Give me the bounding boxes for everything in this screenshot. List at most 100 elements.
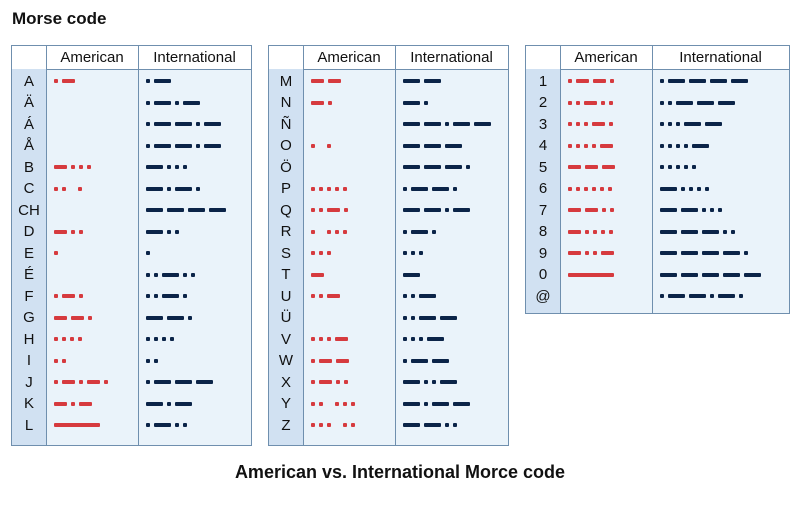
morse-dash [311, 79, 324, 84]
morse-dash [146, 315, 163, 320]
morse-row: D [12, 221, 251, 243]
american-code [560, 243, 652, 265]
morse-dot [183, 272, 187, 277]
morse-dot [311, 186, 315, 191]
morse-dash [175, 186, 192, 191]
morse-dash [204, 143, 221, 148]
morse-long-dash [568, 272, 614, 277]
morse-dash [668, 79, 685, 84]
morse-dot [608, 186, 612, 191]
row-character: 0 [538, 266, 548, 283]
international-code [138, 243, 251, 265]
morse-row: F [12, 286, 251, 308]
american-code [303, 114, 395, 136]
morse-dot [62, 337, 66, 342]
morse-dot [424, 380, 428, 385]
morse-dot [146, 272, 150, 277]
row-character: U [280, 287, 292, 305]
morse-row: N [269, 92, 508, 114]
morse-dash [453, 208, 470, 213]
morse-dash [601, 251, 614, 256]
morse-dash [403, 122, 420, 127]
morse-dash [146, 165, 163, 170]
morse-dot [676, 122, 680, 127]
morse-dot [668, 143, 672, 148]
american-code [46, 372, 138, 394]
morse-dash [568, 229, 581, 234]
morse-row: Q [269, 200, 508, 222]
international-code [395, 286, 508, 308]
morse-dot [175, 423, 179, 428]
morse-dash [336, 358, 349, 363]
page-title: Morse code [12, 9, 107, 28]
morse-row: É [12, 264, 251, 286]
morse-dot [568, 100, 572, 105]
morse-dot [335, 401, 339, 406]
international-code [652, 178, 789, 200]
morse-dash [718, 294, 735, 299]
morse-dash [723, 272, 740, 277]
morse-dot [191, 272, 195, 277]
morse-row: S [269, 243, 508, 265]
morse-dot [689, 186, 693, 191]
international-code [138, 329, 251, 351]
morse-row: CH [12, 200, 251, 222]
morse-dash [311, 272, 324, 277]
morse-dot [660, 165, 664, 170]
american-code [46, 92, 138, 114]
american-code [46, 71, 138, 93]
morse-dash [744, 272, 761, 277]
morse-dot [668, 165, 672, 170]
morse-dot [54, 186, 58, 191]
morse-dash [584, 100, 597, 105]
morse-dot [54, 337, 58, 342]
morse-dot [146, 358, 150, 363]
morse-dot [453, 186, 457, 191]
morse-dash [568, 165, 581, 170]
morse-dot [592, 186, 596, 191]
morse-dash [585, 208, 598, 213]
morse-row: 0 [526, 264, 789, 286]
morse-dot [311, 358, 315, 363]
morse-dot [71, 229, 75, 234]
morse-dot [453, 423, 457, 428]
morse-dot [146, 380, 150, 385]
morse-dot [584, 143, 588, 148]
international-code [652, 221, 789, 243]
american-column-header: American [317, 49, 381, 66]
international-code [138, 178, 251, 200]
morse-dash [427, 337, 444, 342]
morse-dot [167, 229, 171, 234]
morse-dot [311, 143, 315, 148]
morse-dash [723, 251, 740, 256]
morse-dash [146, 229, 163, 234]
morse-dot [311, 229, 315, 234]
american-code [560, 71, 652, 93]
american-code [46, 307, 138, 329]
international-code [652, 71, 789, 93]
row-character: CH [18, 201, 40, 219]
morse-dot [609, 122, 613, 127]
morse-dot [466, 165, 470, 170]
american-code [46, 157, 138, 179]
row-character: 2 [538, 94, 548, 111]
morse-row: Y [269, 393, 508, 415]
morse-dot [411, 337, 415, 342]
international-code [395, 393, 508, 415]
row-character: É [23, 266, 34, 283]
morse-dot [79, 380, 83, 385]
american-code [303, 393, 395, 415]
morse-dash [62, 380, 75, 385]
morse-dash [204, 122, 221, 127]
morse-dot [411, 251, 415, 256]
morse-row: W [269, 350, 508, 372]
morse-dash [592, 122, 605, 127]
morse-dash [684, 122, 701, 127]
american-code [303, 200, 395, 222]
international-column-header: International [153, 49, 236, 66]
morse-dot [54, 380, 58, 385]
morse-dot [419, 337, 423, 342]
international-code [395, 200, 508, 222]
morse-row: R [269, 221, 508, 243]
morse-dot [162, 337, 166, 342]
